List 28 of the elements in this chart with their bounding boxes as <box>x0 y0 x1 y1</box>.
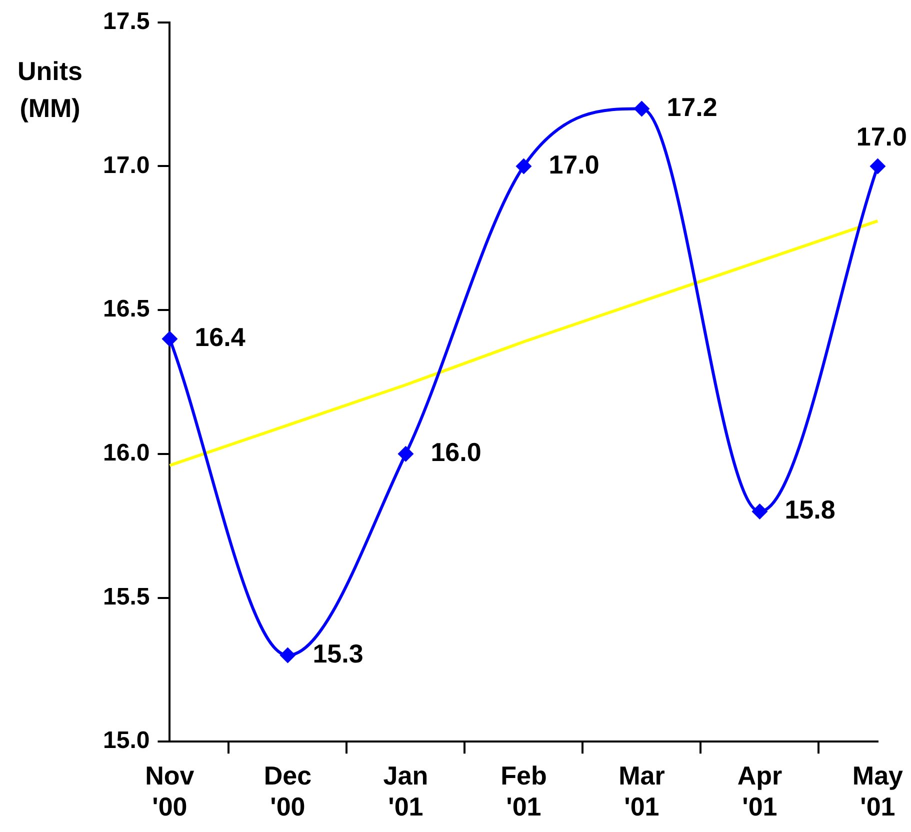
x-tick-label: Mar '01 <box>618 760 665 822</box>
point <box>870 158 886 174</box>
data-label: 17.0 <box>856 121 907 152</box>
y-tick-label: 16.5 <box>102 296 150 323</box>
data-label: 17.2 <box>666 92 718 122</box>
x-tick-label: Dec '00 <box>264 760 312 822</box>
data-label: 15.8 <box>784 494 836 525</box>
y-tick-label: 17.5 <box>102 8 150 36</box>
data-label: 17.0 <box>548 149 600 180</box>
x-tick-label: Apr '01 <box>737 760 782 822</box>
point <box>398 446 414 462</box>
y-tick-label: 16.0 <box>102 440 150 467</box>
y-axis-title: Units (MM) <box>18 56 82 124</box>
data-label: 15.3 <box>312 638 364 668</box>
x-tick-label: Jan '01 <box>383 760 428 822</box>
y-tick-label: 15.5 <box>102 583 150 610</box>
x-tick-label: Nov '00 <box>145 760 195 822</box>
x-tick-label: Feb '01 <box>500 760 547 822</box>
y-tick-label: 15.0 <box>102 727 150 754</box>
point <box>162 330 178 347</box>
data-label: 16.0 <box>430 437 482 468</box>
point <box>752 503 768 520</box>
data-label: 16.4 <box>194 322 246 352</box>
y-tick-label: 17.0 <box>102 152 150 179</box>
x-tick-label: May '01 <box>852 760 904 822</box>
point <box>516 158 532 174</box>
point <box>280 647 296 664</box>
point <box>634 100 650 117</box>
